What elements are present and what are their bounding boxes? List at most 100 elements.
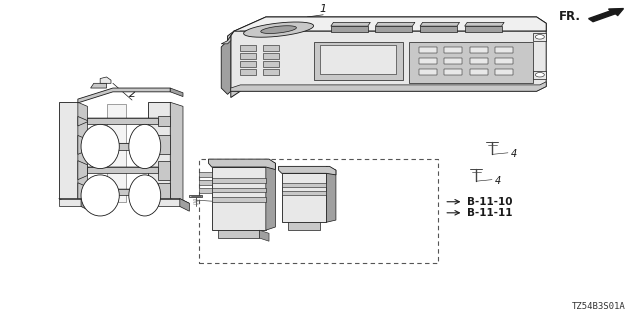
Polygon shape xyxy=(78,88,170,103)
Polygon shape xyxy=(231,31,546,91)
Polygon shape xyxy=(534,71,546,79)
Text: TZ54B3S01A: TZ54B3S01A xyxy=(572,302,626,311)
Bar xyxy=(199,159,438,263)
Polygon shape xyxy=(81,199,91,211)
Polygon shape xyxy=(465,26,502,32)
Text: B-11-11: B-11-11 xyxy=(467,208,512,218)
Polygon shape xyxy=(288,222,320,229)
Polygon shape xyxy=(180,199,189,211)
Polygon shape xyxy=(419,69,436,76)
Polygon shape xyxy=(78,161,88,180)
Polygon shape xyxy=(78,135,88,154)
Polygon shape xyxy=(88,143,170,148)
Polygon shape xyxy=(262,53,278,59)
Polygon shape xyxy=(241,45,256,51)
Polygon shape xyxy=(420,26,457,32)
Polygon shape xyxy=(419,58,436,64)
Ellipse shape xyxy=(129,124,161,169)
Polygon shape xyxy=(444,58,462,64)
Text: 1: 1 xyxy=(319,4,327,14)
Polygon shape xyxy=(262,69,278,75)
Polygon shape xyxy=(59,102,78,199)
Polygon shape xyxy=(241,69,256,75)
Polygon shape xyxy=(221,36,231,44)
Text: 4: 4 xyxy=(495,176,502,186)
Polygon shape xyxy=(376,26,412,32)
Polygon shape xyxy=(199,188,212,193)
Polygon shape xyxy=(59,199,91,203)
Polygon shape xyxy=(157,199,180,206)
Polygon shape xyxy=(88,143,157,150)
Polygon shape xyxy=(212,178,266,183)
Polygon shape xyxy=(209,159,275,170)
Polygon shape xyxy=(78,102,88,203)
Polygon shape xyxy=(282,191,326,195)
Polygon shape xyxy=(157,183,170,202)
Polygon shape xyxy=(88,118,157,124)
Ellipse shape xyxy=(129,175,161,216)
Circle shape xyxy=(536,35,544,39)
FancyArrow shape xyxy=(589,9,623,22)
Polygon shape xyxy=(282,183,326,187)
Polygon shape xyxy=(88,189,170,193)
Polygon shape xyxy=(199,180,212,185)
Polygon shape xyxy=(88,167,157,173)
Polygon shape xyxy=(266,159,275,230)
Polygon shape xyxy=(106,104,125,202)
Text: 4: 4 xyxy=(511,149,517,159)
Polygon shape xyxy=(314,42,403,80)
Polygon shape xyxy=(495,69,513,76)
Polygon shape xyxy=(88,118,170,122)
Polygon shape xyxy=(199,172,212,177)
Polygon shape xyxy=(231,17,546,36)
Polygon shape xyxy=(91,83,106,88)
Ellipse shape xyxy=(81,124,119,169)
Polygon shape xyxy=(212,188,266,192)
Text: 2: 2 xyxy=(129,89,136,99)
Polygon shape xyxy=(148,102,170,199)
Polygon shape xyxy=(234,17,546,42)
Polygon shape xyxy=(157,135,170,154)
Polygon shape xyxy=(218,230,259,238)
Polygon shape xyxy=(170,88,183,97)
Polygon shape xyxy=(59,199,81,206)
Polygon shape xyxy=(465,22,504,26)
Polygon shape xyxy=(88,167,170,171)
Text: B-11-10: B-11-10 xyxy=(467,197,512,207)
Polygon shape xyxy=(470,47,488,53)
Polygon shape xyxy=(409,42,534,83)
Polygon shape xyxy=(157,161,170,180)
Polygon shape xyxy=(282,173,326,222)
Polygon shape xyxy=(212,197,266,202)
Text: FR.: FR. xyxy=(559,10,581,22)
Polygon shape xyxy=(241,53,256,59)
Polygon shape xyxy=(444,69,462,76)
Polygon shape xyxy=(495,47,513,53)
Polygon shape xyxy=(331,26,368,32)
Polygon shape xyxy=(326,166,336,222)
Polygon shape xyxy=(244,22,314,37)
Polygon shape xyxy=(470,69,488,76)
Polygon shape xyxy=(376,22,415,26)
Polygon shape xyxy=(78,183,88,202)
Polygon shape xyxy=(262,45,278,51)
Polygon shape xyxy=(495,58,513,64)
Polygon shape xyxy=(231,82,546,91)
Polygon shape xyxy=(260,26,296,34)
Polygon shape xyxy=(420,22,460,26)
Polygon shape xyxy=(331,22,371,26)
Polygon shape xyxy=(419,47,436,53)
Polygon shape xyxy=(157,116,170,126)
Polygon shape xyxy=(534,33,546,41)
Polygon shape xyxy=(241,61,256,67)
Polygon shape xyxy=(189,195,202,197)
Polygon shape xyxy=(444,47,462,53)
Polygon shape xyxy=(470,58,488,64)
Polygon shape xyxy=(262,61,278,67)
Polygon shape xyxy=(78,116,88,126)
Polygon shape xyxy=(212,167,266,230)
Polygon shape xyxy=(228,31,241,98)
Ellipse shape xyxy=(81,175,119,216)
Polygon shape xyxy=(259,230,269,241)
Polygon shape xyxy=(88,189,157,196)
